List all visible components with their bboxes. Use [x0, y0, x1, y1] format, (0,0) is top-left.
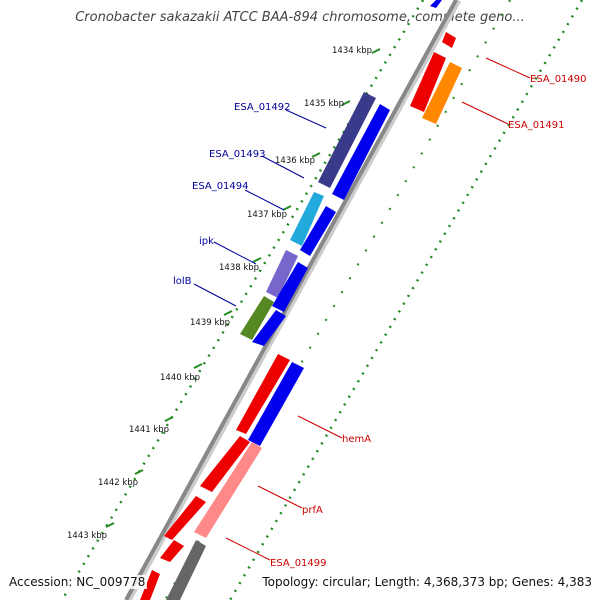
gene-ipk-rev — [272, 262, 308, 312]
kbp-tick: 1435 kbp — [304, 99, 351, 109]
gene-features[interactable] — [140, 0, 462, 600]
kbp-tick: 1441 kbp — [129, 416, 174, 435]
gene-esa01492-rev — [332, 104, 390, 200]
gene-red-4 — [160, 540, 184, 562]
kbp-tick: 1442 kbp — [98, 469, 144, 488]
gene-red-5 — [140, 570, 160, 600]
gene-esa01499 — [166, 540, 206, 600]
gene-label: lolB — [173, 276, 192, 287]
outer-dotted-track — [60, 0, 425, 600]
kbp-tick: 1436 kbp — [275, 152, 321, 166]
gene-esa01494-rev — [300, 206, 336, 256]
gene-esa01490 — [410, 52, 446, 112]
gene-ipk — [266, 250, 298, 298]
gene-red-1 — [236, 354, 290, 434]
kbp-label: 1439 kbp — [190, 318, 230, 328]
gene-labels-right: ESA_01490 ESA_01491 hemA prfA ESA_01499 — [225, 57, 587, 569]
kbp-tick: 1437 kbp — [247, 205, 292, 220]
kbp-label: 1443 kbp — [67, 531, 107, 541]
map-title: Cronobacter sakazakii ATCC BAA-894 chrom… — [75, 10, 525, 25]
gene-label: ESA_01493 — [209, 149, 266, 160]
gene-label: hemA — [342, 434, 371, 445]
chromosome-backbone — [124, 0, 458, 600]
gene-label: prfA — [302, 505, 323, 516]
gene-label: ipk — [199, 236, 214, 247]
gene-hemA — [248, 362, 304, 446]
kbp-label: 1437 kbp — [247, 210, 287, 220]
gene-labels-left: ESA_01492 ESA_01493 ESA_01494 ipk lolB — [173, 102, 327, 307]
gene-label: ESA_01494 — [192, 181, 249, 192]
gene-esa01491 — [422, 62, 462, 124]
kbp-tick: 1438 kbp — [219, 257, 262, 273]
kbp-tick: 1440 kbp — [160, 363, 203, 383]
gene-esa01490-red-top — [442, 32, 456, 48]
gene-label: ESA_01491 — [508, 120, 565, 131]
gene-esa01492 — [318, 92, 376, 188]
kbp-label: 1434 kbp — [332, 46, 372, 56]
kbp-tick: 1443 kbp — [67, 522, 115, 541]
gene-label: ESA_01492 — [234, 102, 291, 113]
gene-lolB — [240, 296, 274, 340]
kbp-label: 1440 kbp — [160, 373, 200, 383]
kbp-tick: 1434 kbp — [332, 46, 381, 56]
accession-label: Accession: NC_009778 — [7, 575, 148, 589]
gene-lolB-rev — [252, 310, 286, 346]
kbp-label: 1435 kbp — [304, 99, 344, 109]
kbp-tick: 1439 kbp — [190, 310, 233, 328]
kbp-label: 1436 kbp — [275, 156, 315, 166]
gene-prfA — [194, 442, 262, 538]
kbp-label: 1438 kbp — [219, 263, 259, 273]
kbp-label: 1442 kbp — [98, 478, 138, 488]
gene-esa01493 — [290, 192, 324, 246]
gene-label: ESA_01499 — [270, 558, 327, 569]
kbp-label: 1441 kbp — [129, 425, 169, 435]
gene-esa01489-blue — [430, 0, 442, 8]
kbp-scale: 1434 kbp 1435 kbp 1436 kbp 1437 kbp 1438… — [67, 46, 381, 541]
gene-red-2 — [200, 436, 250, 492]
gene-label: ESA_01490 — [530, 74, 587, 85]
topology-label: Topology: circular; Length: 4,368,373 bp… — [260, 575, 594, 589]
gene-red-3 — [164, 496, 206, 540]
